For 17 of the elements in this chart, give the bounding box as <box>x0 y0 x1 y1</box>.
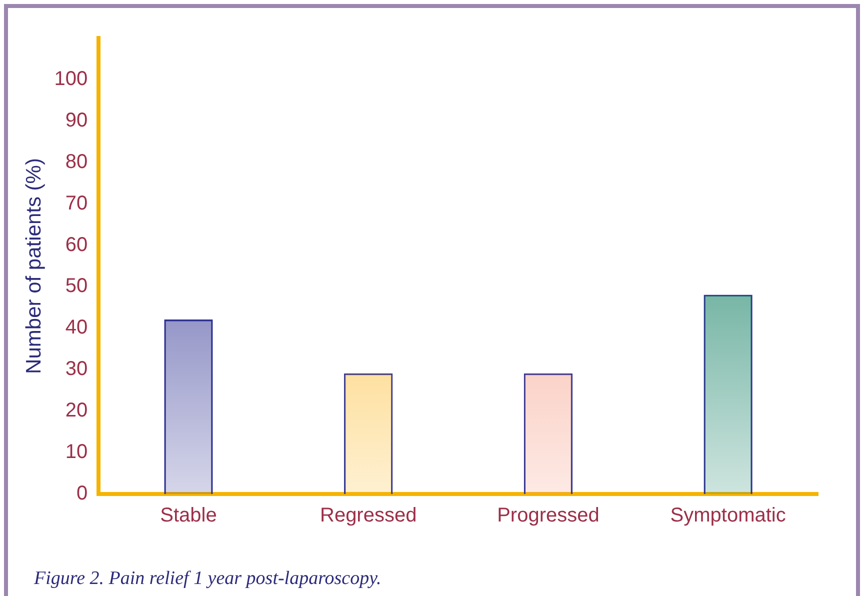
x-tick-label: Regressed <box>320 504 417 527</box>
y-tick-label: 70 <box>65 192 88 214</box>
x-tick-label: Symptomatic <box>670 504 786 527</box>
x-tick-label: Progressed <box>497 504 600 527</box>
y-axis-title: Number of patients (%) <box>22 158 46 374</box>
y-tick-label: 20 <box>65 400 88 422</box>
caption: Figure 2. Pain relief 1 year post-laparoscopy. <box>34 568 382 590</box>
y-tick-label: 0 <box>76 482 88 505</box>
y-tick-label: 90 <box>65 109 88 132</box>
y-tick-label: 10 <box>65 441 88 464</box>
y-tick-label: 50 <box>65 275 88 298</box>
y-tick-label: 80 <box>65 150 88 173</box>
y-tick-label: 30 <box>65 358 88 380</box>
y-tick-label: 100 <box>54 68 88 90</box>
y-tick-label: 40 <box>65 316 88 339</box>
x-tick-label: Stable <box>160 504 217 527</box>
y-tick-label: 60 <box>65 234 88 256</box>
